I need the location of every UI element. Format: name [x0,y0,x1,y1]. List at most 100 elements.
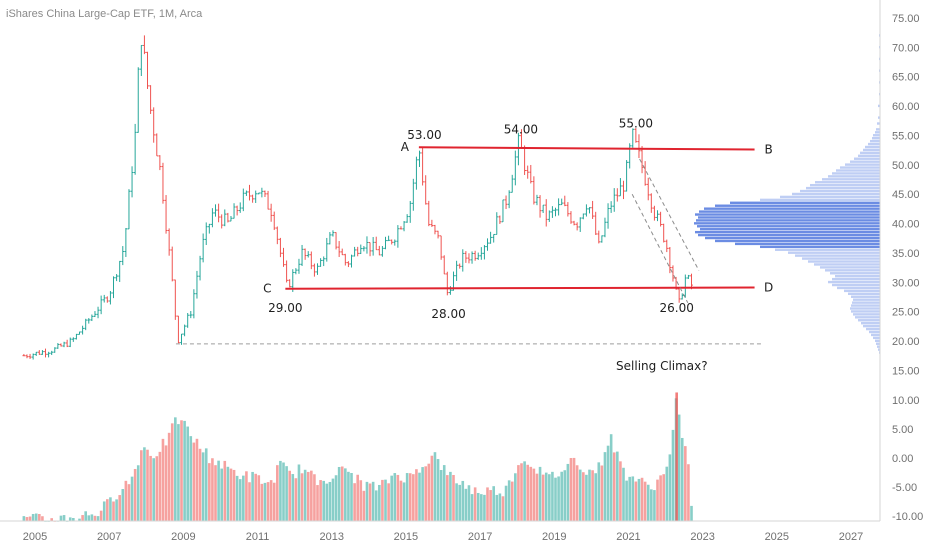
profile-bar [878,116,880,119]
volume-bar [600,465,604,521]
volume-bar [306,471,310,521]
volume-bar [399,480,403,521]
volume-bar [384,479,387,521]
volume-bar [529,466,533,521]
volume-bar [167,432,171,521]
volume-bar [276,465,279,521]
volume-bar [152,458,155,521]
volume-bar [350,473,353,521]
profile-bar [832,283,880,287]
volume-bar [480,494,483,521]
profile-bar [822,178,880,181]
volume-bar [449,471,452,521]
volume-bar [310,470,313,521]
volume-bar [640,477,644,521]
profile-bar [873,336,880,340]
volume-bar [541,474,545,521]
volume-bar [662,474,665,521]
volume-bar [223,460,227,521]
volume-bar [507,480,511,521]
volume-bar [514,473,517,521]
volume-bar [362,490,366,521]
volume-bar [390,475,393,521]
volume-bar [498,493,502,521]
x-tick-label: 2013 [319,531,343,543]
profile-bar [700,228,880,231]
volume-bar [560,471,563,521]
profile-bar [878,104,880,108]
volume-bar [334,475,338,521]
profile-bar [800,189,880,193]
annotation-label: 55.00 [619,116,653,130]
volume-bar [269,480,273,521]
volume-bar [575,465,579,521]
trend-lines [175,146,762,345]
volume-bar [109,497,112,521]
profile-bar [760,198,880,202]
volume-bar [164,445,168,521]
profile-bar [830,272,880,275]
volume-bar [538,466,542,521]
volume-bar [204,448,208,521]
volume-bar [272,482,276,521]
profile-bar [863,148,880,152]
volume-bar [325,483,329,521]
profile-bar [788,251,880,254]
volume-bar [368,483,372,521]
volume-bar [637,478,641,521]
x-tick-label: 2007 [97,531,121,543]
volume-bar [659,475,662,521]
volume-bar [396,474,400,521]
x-tick-label: 2009 [171,531,195,543]
volume-bar [359,480,363,521]
volume-bar [622,467,625,521]
point-label-b: B [764,143,772,157]
volume-bar [566,463,570,521]
volume-bar [430,455,434,521]
volume-bar [279,460,282,521]
volume-bar [62,515,66,521]
volume-bar [263,482,267,521]
price-tick-label: 40.00 [892,219,920,231]
price-tick-label: 55.00 [892,130,920,142]
volume-bar [155,456,159,521]
volume-bar [591,470,594,521]
volume-bar [492,486,495,521]
volume-bar [22,516,26,521]
x-tick-label: 2017 [468,531,492,543]
volume-bar [59,515,63,521]
volume-bar [177,424,180,521]
price-tick-label: 60.00 [892,101,920,113]
volume-bar [582,472,585,521]
volume-bar [371,481,375,521]
volume-bar [381,479,384,521]
profile-bar [832,172,880,175]
volume-bar [412,474,415,521]
volume-bar [313,474,316,521]
profile-bar [837,286,880,290]
volume-bar [619,461,622,521]
volume-bar [68,517,72,521]
volume-bar [340,466,344,521]
volume-bar [452,474,455,521]
volume-bar [81,515,84,521]
volume-bar [41,516,44,521]
volume-bar [473,487,477,521]
profile-bar [868,142,880,146]
price-tick-label: 75.00 [892,13,920,25]
volume-bar [548,474,551,521]
axes: 2005 2007 2009 2011 2013 2015 2017 2019 2021 2023… [0,0,923,543]
volume-bar [331,478,335,521]
volume-bar [211,458,214,521]
volume-bar [78,518,81,521]
volume-bar [653,490,656,521]
volume-bar [594,473,597,521]
annotation-label: 26.00 [659,301,693,315]
profile-bar [730,201,880,204]
profile-bar [848,292,880,296]
volume-bar [455,483,458,521]
volume-bar [337,466,341,521]
volume-bar [229,468,233,521]
volume-bar [476,492,480,521]
